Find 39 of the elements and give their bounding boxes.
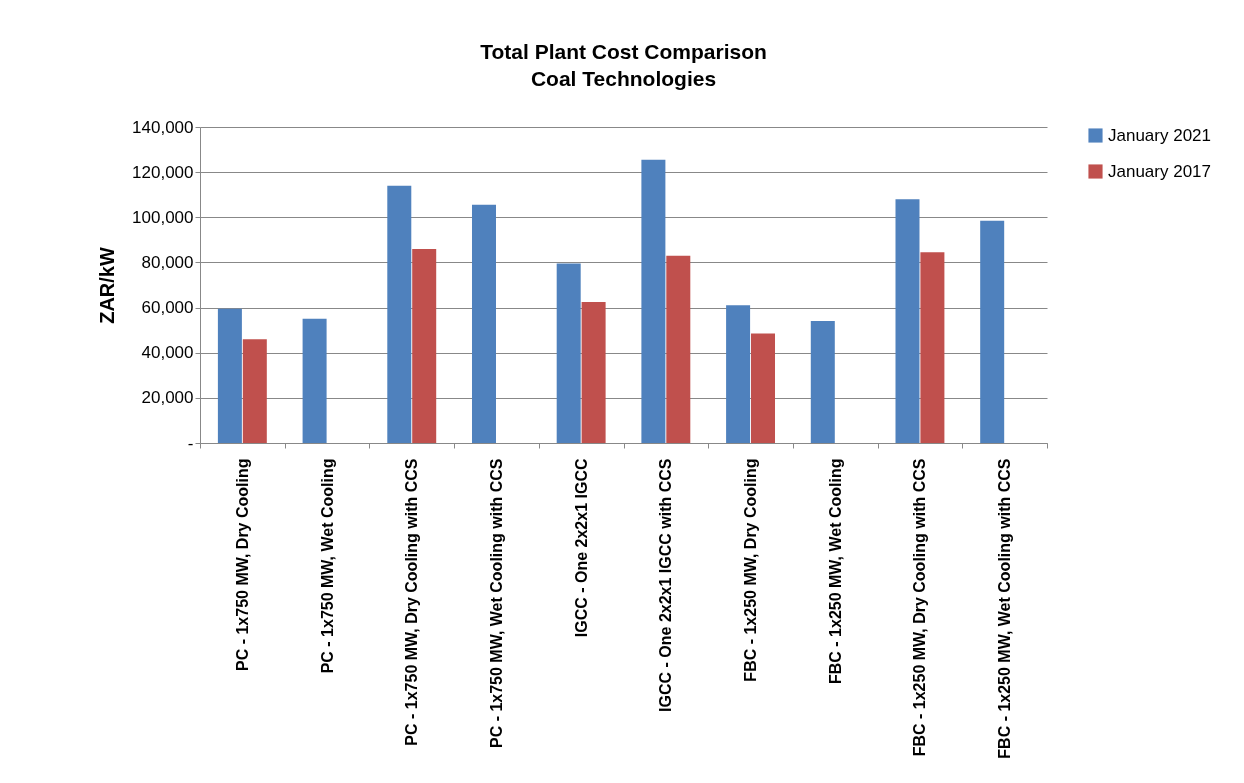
bar (412, 248, 437, 443)
chart-subtitle: Coal Technologies (530, 67, 717, 90)
y-axis-title: ZAR/kW (96, 247, 119, 324)
bar (810, 321, 835, 443)
y-tick-label: 40,000 (141, 343, 194, 363)
x-tick-label: PC - 1x750 MW, Dry Cooling with CCS (403, 458, 421, 746)
bar (302, 318, 327, 443)
x-tick-label: IGCC - One 2x2x1 IGCC with CCS (657, 458, 675, 712)
y-tick-label: 140,000 (132, 117, 194, 137)
x-tick-label: FBC - 1x250 MW, Wet Cooling (826, 458, 844, 684)
bar (556, 263, 581, 443)
x-tick-label: PC - 1x750 MW, Dry Cooling (233, 458, 251, 671)
bar (726, 305, 751, 443)
y-tick-label: 20,000 (141, 388, 194, 408)
bar (217, 308, 242, 443)
x-tick-label: FBC - 1x250 MW, Dry Cooling with CCS (911, 458, 929, 757)
x-tick-label: FBC - 1x250 MW, Wet Cooling with CCS (996, 458, 1014, 759)
bar (920, 252, 945, 443)
x-tick-label: FBC - 1x250 MW, Dry Cooling (742, 458, 760, 682)
y-tick-label: 80,000 (141, 252, 194, 272)
y-tick-label: 60,000 (141, 298, 194, 318)
legend-label: January 2021 (1108, 125, 1212, 145)
bar (666, 255, 691, 443)
y-tick-label: - (187, 433, 194, 453)
bar (980, 220, 1005, 443)
y-tick-label: 120,000 (132, 162, 194, 182)
bar (641, 159, 666, 443)
x-tick-label: IGCC - One 2x2x1 IGCC (572, 458, 590, 638)
legend-label: January 2017 (1108, 161, 1212, 181)
bar (895, 199, 920, 443)
bar (387, 185, 412, 443)
bar (242, 339, 267, 443)
x-tick-label: PC - 1x750 MW, Wet Cooling with CCS (487, 458, 505, 749)
y-tick-label: 100,000 (132, 207, 194, 227)
bar (751, 333, 776, 443)
chart-title: Total Plant Cost Comparison (480, 40, 767, 63)
bar (581, 301, 606, 443)
bar (471, 204, 496, 443)
x-tick-label: PC - 1x750 MW, Wet Cooling (318, 458, 336, 674)
